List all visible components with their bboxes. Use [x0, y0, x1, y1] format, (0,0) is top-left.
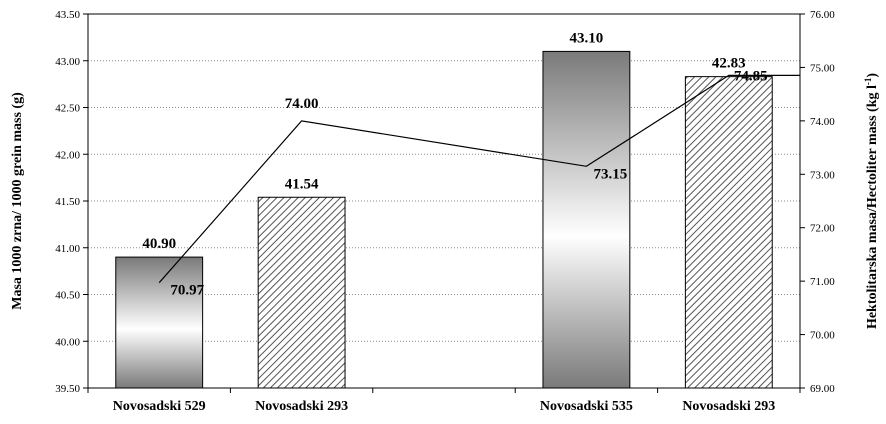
bar-1 [115, 256, 204, 389]
y-tick-label-left: 40.50 [55, 290, 80, 302]
y-tick-label-left: 42.50 [55, 103, 80, 115]
y-tick-label-left: 39.50 [55, 383, 80, 395]
bar-value-label: 43.10 [570, 30, 604, 46]
y-tick-label-left: 43.50 [55, 9, 80, 21]
y-tick-label-left: 40.00 [55, 336, 80, 348]
y-tick-label-right: 70.00 [810, 330, 835, 342]
bar-2 [257, 196, 346, 389]
y-axis-title-right-main: Hektolitarska masa/Hectoliter mass (kg l [865, 85, 880, 329]
line-value-label: 73.15 [594, 166, 628, 182]
hectoliter-line [158, 74, 800, 284]
y-tick-label-right: 72.00 [810, 223, 835, 235]
line-value-label: 70.97 [170, 283, 204, 299]
y-tick-label-left: 43.00 [55, 56, 80, 68]
y-axis-title-right: Hektolitarska masa/Hectoliter mass (kg l… [863, 73, 880, 329]
y-tick-label-right: 74.00 [810, 116, 835, 128]
x-category-label: Novosadski 293 [255, 399, 348, 414]
y-tick-label-right: 73.00 [810, 169, 835, 181]
x-category-label: Novosadski 529 [113, 399, 206, 414]
y-tick-label-right: 69.00 [810, 383, 835, 395]
y-tick-label-right: 75.00 [810, 62, 835, 74]
bar-value-label: 40.90 [142, 236, 176, 252]
y-axis-title-right-end: ) [865, 73, 880, 78]
x-category-label: Novosadski 535 [540, 399, 633, 414]
bar-value-label: 41.54 [285, 176, 319, 192]
y-tick-label-right: 71.00 [810, 276, 835, 288]
y-tick-label-left: 41.50 [55, 196, 80, 208]
bar-value-label: 42.83 [712, 56, 746, 72]
y-tick-label-left: 41.00 [55, 243, 80, 255]
plot-frame [87, 13, 801, 389]
y-tick-label-right: 76.00 [810, 9, 835, 21]
x-category-label: Novosadski 293 [682, 399, 775, 414]
y-axis-title-right-sup: -1 [863, 77, 873, 85]
bar-4 [684, 76, 773, 389]
line-value-label: 74.00 [285, 96, 319, 112]
line-value-label: 74.85 [734, 68, 768, 84]
y-tick-label-left: 42.00 [55, 149, 80, 161]
y-axis-title-left: Masa 1000 zrna/ 1000 grein mass (g) [10, 92, 25, 310]
bar-3 [542, 50, 631, 389]
